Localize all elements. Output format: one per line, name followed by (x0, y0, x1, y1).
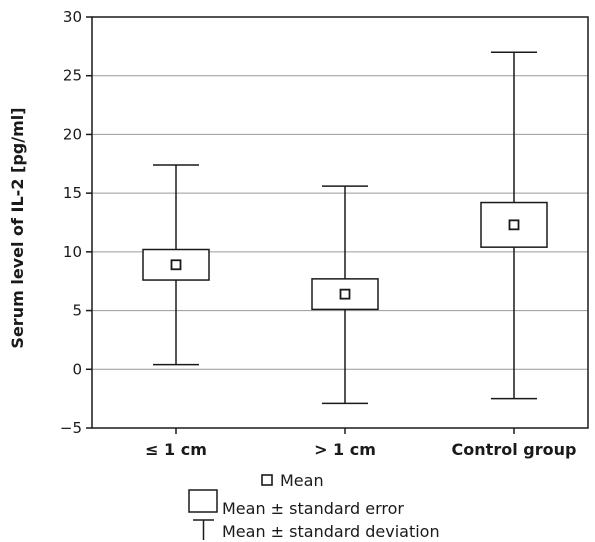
legend: Mean Mean ± standard error Mean ± standard… (188, 471, 440, 541)
legend-mean-symbol (261, 474, 273, 486)
y-tick-label: 20 (63, 125, 82, 143)
y-tick-label: 25 (63, 67, 82, 85)
legend-box-symbol (188, 489, 218, 513)
group-1 (311, 185, 379, 405)
plot-frame (91, 16, 589, 429)
legend-box-label: Mean ± standard error (222, 499, 404, 518)
y-tick-label: 15 (63, 184, 82, 202)
y-tick-label: 0 (72, 360, 82, 378)
y-tick-label: −5 (60, 419, 82, 437)
axes: −5 0 5 10 15 20 25 30 ≤ 1 cm > 1 cm Control group (60, 8, 589, 459)
group-2 (480, 51, 548, 400)
y-tick-label: 10 (63, 243, 82, 261)
mean-marker (170, 259, 182, 271)
x-category-label: > 1 cm (314, 440, 376, 459)
data-groups (142, 51, 548, 405)
y-axis-title: Serum level of IL-2 [pg/ml] (8, 107, 27, 348)
legend-whisker-label: Mean ± standard deviation (222, 522, 440, 541)
x-category-label: Control group (452, 440, 577, 459)
x-category-label: ≤ 1 cm (145, 440, 207, 459)
legend-mean-label: Mean (280, 471, 324, 490)
mean-marker (339, 288, 351, 300)
y-tick-label: 5 (72, 302, 82, 320)
mean-marker (508, 219, 520, 231)
group-0 (142, 164, 210, 366)
y-tick-label: 30 (63, 8, 82, 26)
